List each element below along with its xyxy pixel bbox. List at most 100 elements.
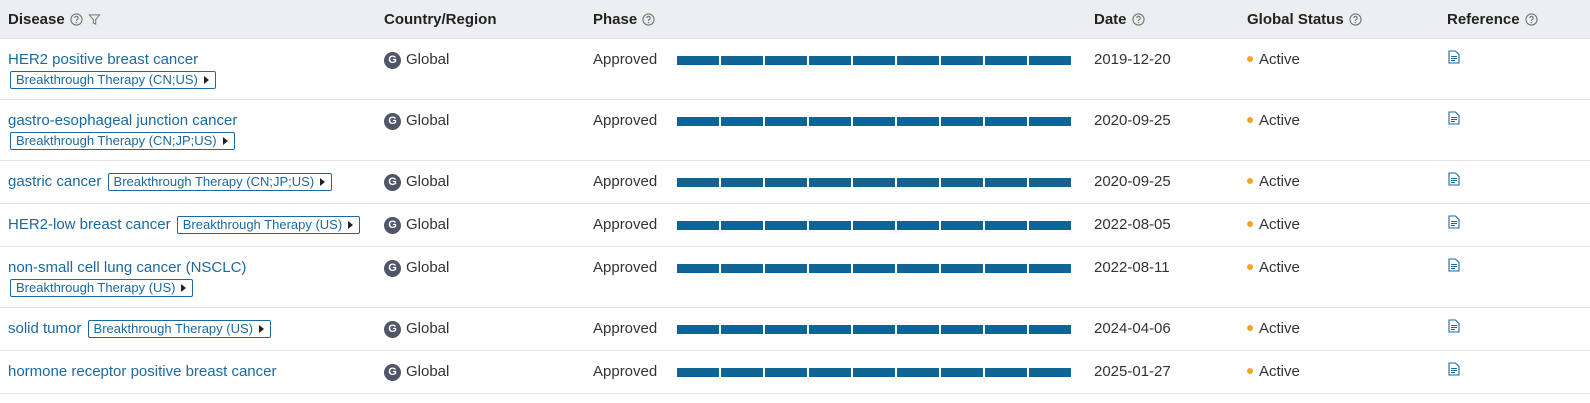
- phase-bar: [677, 177, 1072, 187]
- region-cell: G Global: [376, 99, 585, 161]
- reference-icon[interactable]: [1448, 111, 1460, 125]
- results-table: Disease Country/Region Phase Date Global Sta…: [0, 0, 1590, 394]
- phase-text: Approved: [593, 259, 658, 276]
- help-icon[interactable]: [70, 12, 83, 26]
- disease-link[interactable]: solid tumor: [8, 320, 82, 337]
- phase-segment: [853, 55, 896, 65]
- disease-link[interactable]: non-small cell lung cancer (NSCLC): [8, 259, 247, 276]
- status-text: Active: [1259, 173, 1300, 190]
- status-dot: [1247, 178, 1253, 184]
- designation-tag[interactable]: Breakthrough Therapy (CN;JP;US): [107, 173, 333, 191]
- phase-segment: [1029, 367, 1072, 377]
- status-text: Active: [1259, 112, 1300, 129]
- disease-cell: gastro-esophageal junction cancer Breakt…: [0, 99, 376, 161]
- date-text: 2019-12-20: [1094, 51, 1171, 68]
- phase-segment: [721, 324, 764, 334]
- reference-icon[interactable]: [1448, 50, 1460, 64]
- reference-cell: [1439, 160, 1590, 204]
- region-cell: G Global: [376, 203, 585, 247]
- region-icon: G: [384, 52, 401, 69]
- phase-cell: Approved: [585, 203, 1086, 247]
- help-icon[interactable]: [1349, 12, 1362, 26]
- designation-tag[interactable]: Breakthrough Therapy (CN;US): [10, 71, 216, 89]
- column-header-label: Global Status: [1247, 10, 1344, 28]
- disease-link[interactable]: HER2 positive breast cancer: [8, 51, 199, 68]
- reference-icon[interactable]: [1448, 319, 1460, 333]
- region-icon: G: [384, 113, 401, 130]
- status-cell: Active: [1239, 160, 1439, 204]
- phase-segment: [677, 324, 720, 334]
- date-text: 2022-08-05: [1094, 216, 1171, 233]
- phase-segment: [1029, 220, 1072, 230]
- designation-text: Breakthrough Therapy (CN;JP;US): [113, 174, 315, 189]
- column-header-label: Phase: [593, 10, 638, 28]
- phase-bar: [677, 55, 1072, 65]
- date-text: 2020-09-25: [1094, 173, 1171, 190]
- disease-link[interactable]: gastro-esophageal junction cancer: [8, 112, 238, 129]
- phase-segment: [941, 177, 984, 187]
- status-cell: Active: [1239, 246, 1439, 308]
- region-cell: G Global: [376, 246, 585, 308]
- status-dot: [1247, 368, 1253, 374]
- phase-segment: [765, 220, 808, 230]
- disease-cell: gastric cancer Breakthrough Therapy (CN;…: [0, 160, 376, 204]
- reference-cell: [1439, 203, 1590, 247]
- phase-cell: Approved: [585, 160, 1086, 204]
- help-icon[interactable]: [642, 12, 655, 26]
- designation-tag[interactable]: Breakthrough Therapy (US): [176, 216, 361, 234]
- reference-icon[interactable]: [1448, 172, 1460, 186]
- region-text: Global: [406, 363, 450, 380]
- table-row: HER2-low breast cancer Breakthrough Ther…: [0, 203, 1590, 247]
- reference-icon[interactable]: [1448, 215, 1460, 229]
- designation-tag[interactable]: Breakthrough Therapy (US): [87, 320, 271, 338]
- status-cell: Active: [1239, 99, 1439, 161]
- designation-tag[interactable]: Breakthrough Therapy (CN;JP;US): [10, 132, 235, 150]
- disease-cell: HER2 positive breast cancer Breakthrough…: [0, 38, 376, 100]
- phase-segment: [721, 177, 764, 187]
- disease-link[interactable]: gastric cancer: [8, 173, 102, 190]
- designation-tag[interactable]: Breakthrough Therapy (US): [10, 279, 194, 297]
- disease-cell: HER2-low breast cancer Breakthrough Ther…: [0, 203, 376, 247]
- filter-icon[interactable]: [88, 13, 101, 26]
- status-cell: Active: [1239, 203, 1439, 247]
- column-header: Reference: [1439, 0, 1590, 39]
- date-text: 2024-04-06: [1094, 320, 1171, 337]
- disease-cell: hormone receptor positive breast cancer: [0, 350, 376, 394]
- phase-segment: [721, 55, 764, 65]
- region-icon: G: [384, 364, 401, 381]
- disease-link[interactable]: HER2-low breast cancer: [8, 216, 171, 233]
- phase-text: Approved: [593, 363, 658, 380]
- region-cell: G Global: [376, 160, 585, 204]
- reference-icon[interactable]: [1448, 362, 1460, 376]
- date-text: 2022-08-11: [1094, 259, 1170, 276]
- phase-segment: [809, 55, 852, 65]
- phase-segment: [897, 263, 940, 273]
- phase-segment: [809, 177, 852, 187]
- date-cell: 2020-09-25: [1086, 160, 1239, 204]
- help-icon[interactable]: [1524, 12, 1538, 26]
- phase-segment: [941, 367, 984, 377]
- reference-icon[interactable]: [1448, 258, 1460, 272]
- region-icon: G: [384, 321, 401, 338]
- phase-segment: [985, 263, 1028, 273]
- region-text: Global: [406, 216, 450, 233]
- expand-arrow: [320, 178, 326, 186]
- date-cell: 2025-01-27: [1086, 350, 1239, 394]
- phase-segment: [985, 116, 1028, 126]
- phase-segment: [941, 116, 984, 126]
- phase-segment: [809, 220, 852, 230]
- status-cell: Active: [1239, 350, 1439, 394]
- phase-segment: [985, 220, 1028, 230]
- status-text: Active: [1259, 259, 1300, 276]
- help-icon[interactable]: [1131, 12, 1145, 26]
- phase-segment: [941, 220, 984, 230]
- disease-link[interactable]: hormone receptor positive breast cancer: [8, 363, 277, 380]
- region-text: Global: [406, 173, 450, 190]
- status-cell: Active: [1239, 38, 1439, 100]
- phase-segment: [1029, 116, 1072, 126]
- status-text: Active: [1259, 363, 1300, 380]
- phase-cell: Approved: [585, 307, 1086, 351]
- region-cell: G Global: [376, 38, 585, 100]
- phase-segment: [765, 263, 808, 273]
- phase-text: Approved: [593, 173, 658, 190]
